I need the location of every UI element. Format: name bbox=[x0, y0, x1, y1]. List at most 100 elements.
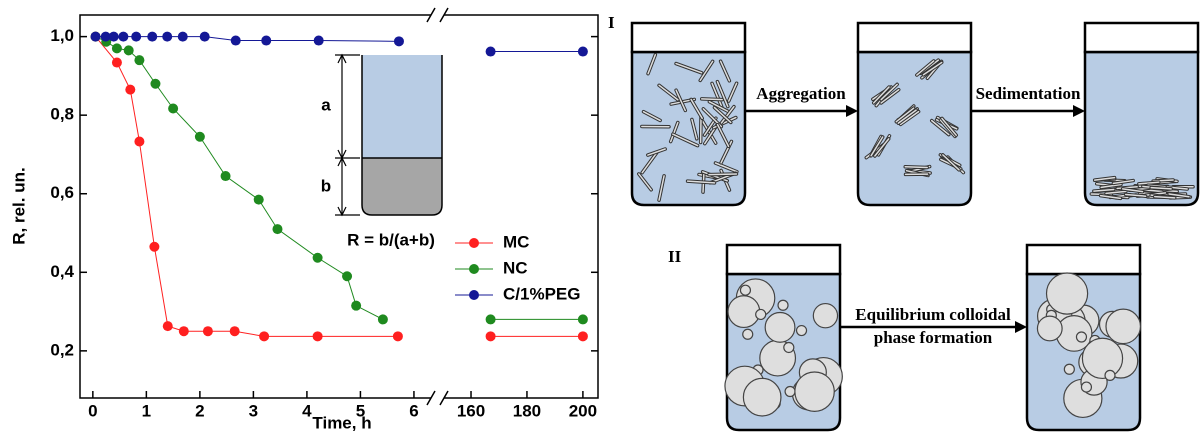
beaker bbox=[725, 245, 842, 430]
beaker-cap bbox=[1085, 23, 1198, 52]
data-point bbox=[150, 79, 160, 89]
data-point bbox=[118, 32, 128, 42]
particle bbox=[1082, 338, 1122, 378]
x-tick-label: 0 bbox=[88, 401, 97, 420]
beaker-cap bbox=[727, 245, 840, 274]
data-point bbox=[486, 314, 496, 324]
x-tick-label: 200 bbox=[569, 401, 597, 420]
data-point bbox=[147, 32, 157, 42]
particle bbox=[784, 342, 794, 352]
y-tick-label: 0,2 bbox=[50, 340, 74, 359]
beaker-cap bbox=[1027, 245, 1140, 274]
y-tick-label: 0,4 bbox=[50, 262, 74, 281]
data-point bbox=[261, 36, 271, 46]
data-point bbox=[134, 136, 144, 146]
data-point bbox=[163, 321, 173, 331]
figure: Time, h R, rel. un. a b R = b/(a+b) I II… bbox=[0, 0, 1204, 434]
data-point bbox=[112, 58, 122, 68]
data-point bbox=[221, 171, 231, 181]
data-point bbox=[393, 331, 403, 341]
step-label: Equilibrium colloidal bbox=[855, 305, 1011, 324]
y-tick-label: 1,0 bbox=[50, 26, 74, 45]
data-point bbox=[259, 331, 269, 341]
legend-label: NC bbox=[503, 258, 528, 277]
arrowhead bbox=[1015, 321, 1027, 333]
inset-formula: R = b/(a+b) bbox=[347, 230, 435, 249]
data-point bbox=[231, 36, 241, 46]
legend-label: MC bbox=[503, 232, 529, 251]
data-point bbox=[486, 331, 496, 341]
legend-label: C/1%PEG bbox=[503, 284, 580, 303]
arrowhead bbox=[1073, 105, 1085, 117]
rod bbox=[709, 174, 737, 175]
panel-label: II bbox=[668, 247, 682, 266]
step-label: Aggregation bbox=[756, 84, 846, 103]
legend-marker bbox=[469, 264, 479, 274]
data-point bbox=[125, 85, 135, 95]
x-tick-label: 4 bbox=[302, 401, 312, 420]
data-point bbox=[313, 253, 323, 263]
x-tick-label: 2 bbox=[195, 401, 204, 420]
inset-sediment bbox=[362, 158, 442, 215]
data-point bbox=[200, 32, 210, 42]
data-point bbox=[179, 326, 189, 336]
step-label: phase formation bbox=[874, 328, 993, 347]
beaker-cap bbox=[632, 23, 745, 52]
x-tick-label: 3 bbox=[249, 401, 258, 420]
data-point bbox=[314, 36, 324, 46]
particle bbox=[740, 285, 750, 295]
beaker-cap bbox=[858, 23, 971, 52]
inset-label-a: a bbox=[321, 95, 331, 114]
data-point bbox=[124, 45, 134, 55]
inset-label-b: b bbox=[321, 176, 331, 195]
beaker bbox=[632, 23, 745, 205]
data-point bbox=[394, 36, 404, 46]
y-axis-label: R, rel. un. bbox=[9, 167, 28, 244]
particle bbox=[1064, 364, 1074, 374]
particle bbox=[765, 312, 795, 342]
data-point bbox=[134, 55, 144, 65]
beaker bbox=[1027, 245, 1140, 430]
particle bbox=[1106, 309, 1140, 343]
inset-liquid bbox=[362, 55, 442, 158]
beaker bbox=[858, 23, 971, 205]
data-point bbox=[578, 331, 588, 341]
series-line bbox=[96, 37, 383, 320]
series-line bbox=[96, 37, 398, 337]
rod bbox=[702, 99, 722, 100]
y-tick-label: 0,8 bbox=[50, 105, 74, 124]
y-tick-label: 0,6 bbox=[50, 183, 74, 202]
x-tick-label: 6 bbox=[409, 401, 418, 420]
particle bbox=[797, 326, 807, 336]
particle bbox=[778, 300, 788, 310]
legend-marker bbox=[469, 238, 479, 248]
particle bbox=[756, 309, 766, 319]
data-point bbox=[168, 103, 178, 113]
data-point bbox=[378, 314, 388, 324]
particle bbox=[785, 386, 795, 396]
data-point bbox=[131, 32, 141, 42]
step-label: Sedimentation bbox=[976, 84, 1081, 103]
data-point bbox=[272, 224, 282, 234]
x-tick-label: 1 bbox=[142, 401, 151, 420]
data-point bbox=[578, 47, 588, 57]
x-tick-label: 180 bbox=[513, 401, 541, 420]
data-point bbox=[486, 47, 496, 57]
particle bbox=[743, 329, 753, 339]
panel-label: I bbox=[608, 13, 615, 32]
particle bbox=[1105, 370, 1115, 380]
data-point bbox=[230, 326, 240, 336]
x-tick-label: 160 bbox=[457, 401, 485, 420]
data-point bbox=[149, 242, 159, 252]
particle bbox=[1037, 316, 1062, 341]
data-point bbox=[313, 331, 323, 341]
particle bbox=[1047, 273, 1088, 314]
particle bbox=[813, 304, 837, 328]
legend-marker bbox=[469, 290, 479, 300]
data-point bbox=[203, 326, 213, 336]
particle bbox=[1081, 382, 1091, 392]
x-tick-label: 5 bbox=[356, 401, 365, 420]
particle bbox=[1076, 332, 1086, 342]
beaker bbox=[1085, 23, 1198, 205]
data-point bbox=[162, 32, 172, 42]
